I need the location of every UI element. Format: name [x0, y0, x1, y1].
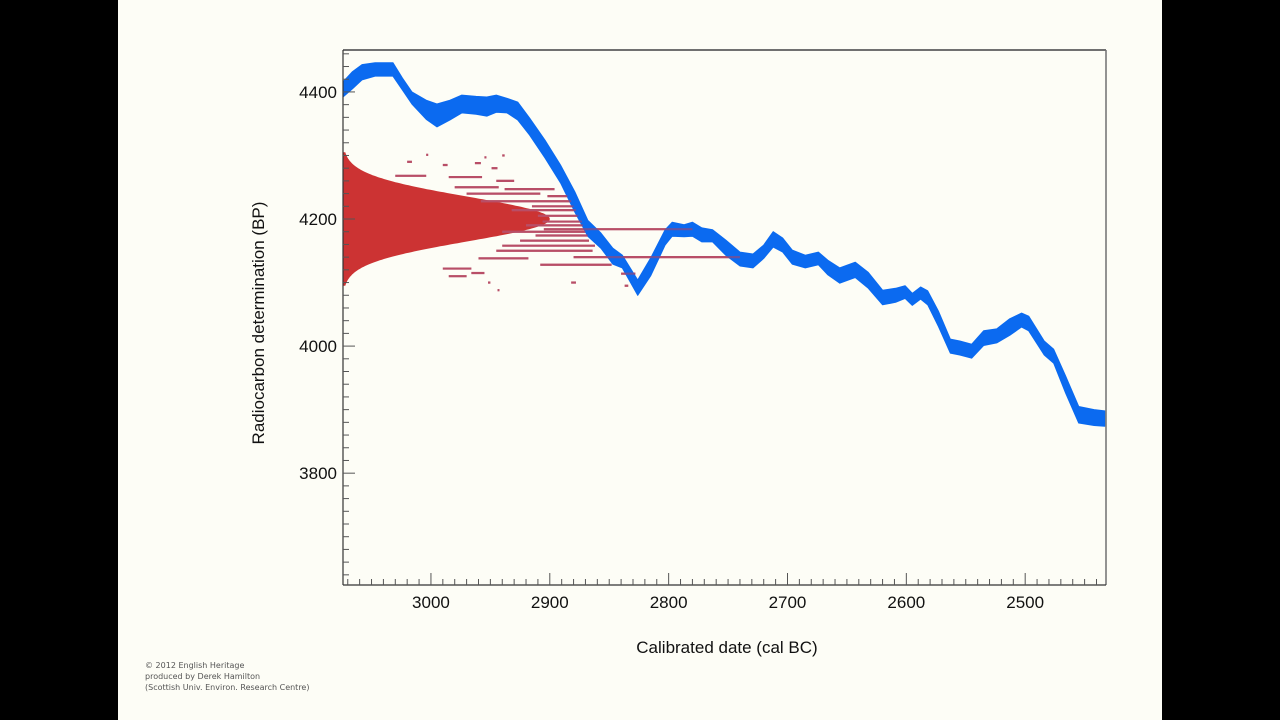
radiocarbon-distribution	[343, 152, 550, 286]
y-tick-label: 4000	[299, 337, 337, 356]
x-tick-label: 2600	[887, 593, 925, 612]
y-tick-label: 4400	[299, 83, 337, 102]
x-tick-label: 2500	[1006, 593, 1044, 612]
x-tick-label: 2900	[531, 593, 569, 612]
copyright-text: © 2012 English Heritage	[145, 661, 245, 670]
intercept-overlay-layer	[395, 153, 740, 292]
producer-text: produced by Derek Hamilton	[145, 672, 261, 681]
axis-layer: 3000 2900 2800 2700 2600 2500 3800 4000 4200 4400	[299, 49, 1107, 612]
x-axis-title: Calibrated date (cal BC)	[636, 638, 817, 657]
x-tick-label: 2800	[650, 593, 688, 612]
slide-background	[118, 0, 1162, 720]
credits: © 2012 English Heritage produced by Dere…	[145, 660, 309, 693]
calibration-curve-band	[343, 62, 1106, 427]
y-axis-title: Radiocarbon determination (BP)	[249, 202, 268, 445]
curve-layer	[343, 62, 1106, 427]
distribution-layer	[343, 152, 550, 286]
y-tick-label: 4200	[299, 210, 337, 229]
x-tick-label: 2700	[769, 593, 807, 612]
affiliation-text: (Scottish Univ. Environ. Research Centre…	[145, 683, 310, 692]
x-tick-label: 3000	[412, 593, 450, 612]
y-tick-label: 3800	[299, 464, 337, 483]
